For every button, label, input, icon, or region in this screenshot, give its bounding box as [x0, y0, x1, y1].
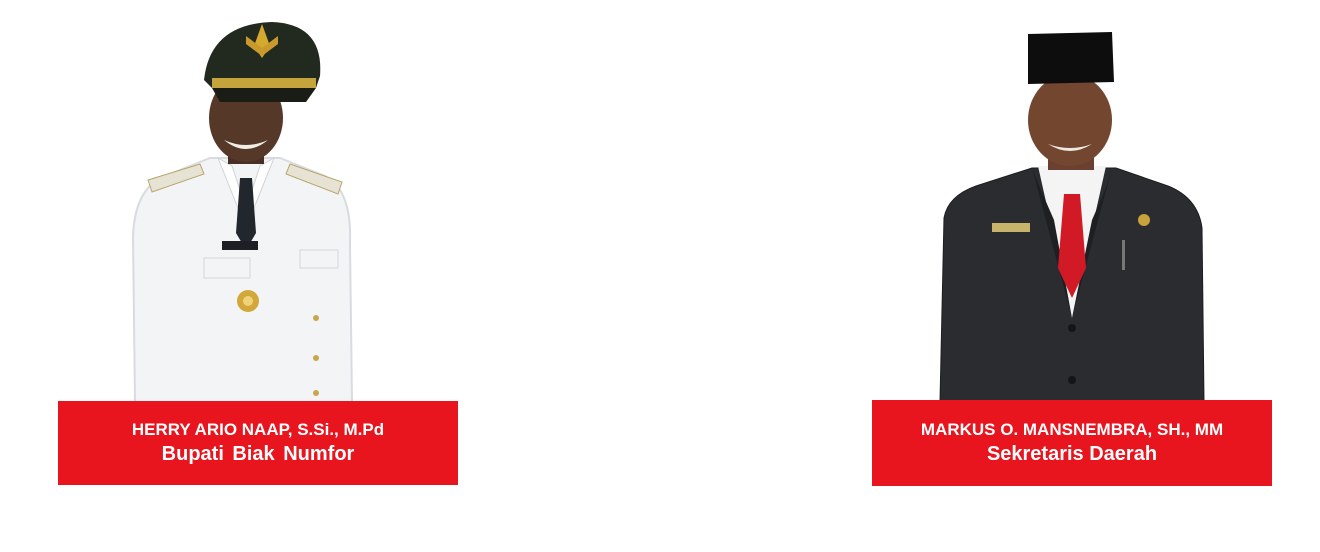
- sekretaris-photo: [939, 32, 1205, 402]
- official-title: Bupati Biak Numfor: [161, 443, 355, 465]
- official-title: Sekretaris Daerah: [986, 443, 1158, 465]
- caption-sekretaris: MARKUS O. MANSNEMBRA, SH., MM Sekretaris…: [872, 400, 1272, 486]
- portrait-bupati: [130, 18, 362, 402]
- official-name: HERRY ARIO NAAP, S.Si., M.Pd: [131, 420, 385, 439]
- caption-bupati: HERRY ARIO NAAP, S.Si., M.Pd Bupati Biak…: [58, 401, 458, 485]
- official-name: MARKUS O. MANSNEMBRA, SH., MM: [920, 420, 1224, 439]
- portrait-sekretaris: [936, 28, 1208, 402]
- bupati-photo: [131, 22, 354, 402]
